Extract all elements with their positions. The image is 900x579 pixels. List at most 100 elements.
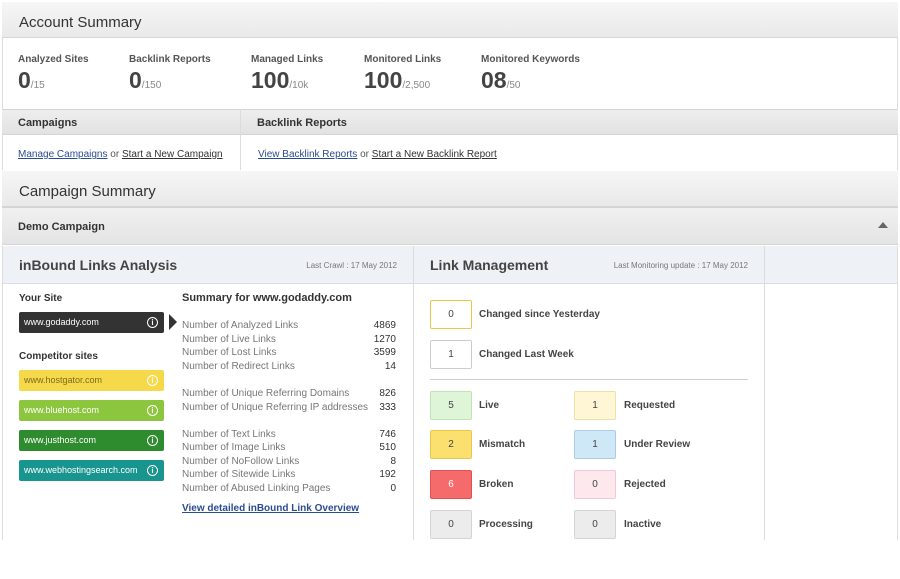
start-backlink-report-link[interactable]: Start a New Backlink Report <box>371 149 497 160</box>
status-box-inactive[interactable]: 0 <box>574 510 616 539</box>
summary-row: Number of Abused Linking Pages 0 <box>182 483 396 496</box>
summary-row: Number of Redirect Links 14 <box>182 361 396 374</box>
row-label: Number of Abused Linking Pages <box>182 483 331 494</box>
info-icon[interactable]: i <box>147 317 158 328</box>
status-label: Processing <box>479 519 533 530</box>
inbound-overview-link[interactable]: View detailed inBound Link Overview <box>182 503 360 514</box>
stat-limit: /50 <box>506 80 521 91</box>
demo-campaign-header[interactable]: Demo Campaign <box>2 207 898 245</box>
status-box-mismatch[interactable]: 2 <box>430 430 472 459</box>
empty-header <box>765 246 897 284</box>
summary-row: Number of NoFollow Links 8 <box>182 456 396 469</box>
backlink-links: View Backlink Reports or Start a New Bac… <box>258 149 497 160</box>
row-value: 510 <box>379 442 396 453</box>
site-name: www.webhostingsearch.com <box>24 465 138 475</box>
status-label: Rejected <box>624 479 666 490</box>
campaign-summary-header: Campaign Summary <box>2 171 898 207</box>
row-label: Number of NoFollow Links <box>182 456 300 467</box>
account-summary-header: Account Summary <box>2 2 898 38</box>
row-label: Number of Image Links <box>182 442 286 453</box>
status-label: Mismatch <box>479 439 526 450</box>
collapse-caret-icon[interactable] <box>878 222 888 228</box>
start-campaign-link[interactable]: Start a New Campaign <box>121 149 223 160</box>
status-box-broken[interactable]: 6 <box>430 470 472 499</box>
summary-row: Number of Analyzed Links 4869 <box>182 320 396 333</box>
stat-monitored-links: Monitored Links 100/2,500 <box>364 54 441 99</box>
stat-monitored-keywords: Monitored Keywords 08/50 <box>481 54 580 99</box>
stat-managed-links: Managed Links 100/10k <box>251 54 323 99</box>
stat-limit: /15 <box>30 80 45 91</box>
summary-title: Summary for www.godaddy.com <box>182 292 352 304</box>
pointer-arrow-icon <box>169 314 177 330</box>
or-text: or <box>110 149 120 160</box>
summary-row: Number of Image Links 510 <box>182 442 396 455</box>
info-icon[interactable]: i <box>147 435 158 446</box>
changed-yesterday-box[interactable]: 0 <box>430 300 472 329</box>
status-box-rejected[interactable]: 0 <box>574 470 616 499</box>
manage-campaigns-link[interactable]: Manage Campaigns <box>18 149 108 160</box>
status-label: Inactive <box>624 519 662 530</box>
status-box-requested[interactable]: 1 <box>574 391 616 420</box>
status-box-processing[interactable]: 0 <box>430 510 472 539</box>
divider <box>413 246 414 540</box>
info-icon[interactable]: i <box>147 375 158 386</box>
status-label: Under Review <box>624 439 691 450</box>
row-value: 8 <box>390 456 396 467</box>
row-value: 746 <box>379 429 396 440</box>
stat-value: 0 <box>18 67 31 93</box>
last-crawl: Last Crawl : 17 May 2012 <box>306 261 397 270</box>
info-icon[interactable]: i <box>147 465 158 476</box>
campaign-name: Demo Campaign <box>18 221 105 233</box>
row-label: Number of Analyzed Links <box>182 320 299 331</box>
row-value: 826 <box>379 388 396 399</box>
competitor-label: Competitor sites <box>19 351 98 362</box>
row-value: 3599 <box>373 347 396 358</box>
account-summary-title: Account Summary <box>19 14 142 31</box>
your-site-label: Your Site <box>19 293 63 304</box>
info-icon[interactable]: i <box>147 405 158 416</box>
link-management-title: Link Management <box>430 257 549 273</box>
stat-value: 08 <box>481 67 507 93</box>
stat-label: Analyzed Sites <box>18 54 89 65</box>
competitor-button[interactable]: www.hostgator.com i <box>19 370 164 391</box>
campaign-summary-title: Campaign Summary <box>19 183 156 200</box>
changed-week-label: Changed Last Week <box>479 349 574 360</box>
site-name: www.bluehost.com <box>24 405 100 415</box>
campaigns-title: Campaigns <box>18 117 78 129</box>
divider <box>764 246 765 540</box>
your-site-button[interactable]: www.godaddy.com i <box>19 312 164 333</box>
stat-backlink-reports: Backlink Reports 0/150 <box>129 54 211 99</box>
changed-yesterday-label: Changed since Yesterday <box>479 309 600 320</box>
stat-limit: /150 <box>141 80 162 91</box>
backlink-reports-title: Backlink Reports <box>257 117 347 129</box>
competitor-button[interactable]: www.webhostingsearch.com i <box>19 460 164 481</box>
stat-limit: /2,500 <box>402 80 431 91</box>
row-label: Number of Lost Links <box>182 347 277 358</box>
stat-label: Monitored Keywords <box>481 54 580 65</box>
summary-row: Number of Unique Referring IP addresses 3… <box>182 402 396 415</box>
campaign-links: Manage Campaigns or Start a New Campaign <box>18 149 223 160</box>
divider <box>240 109 241 170</box>
stat-value: 100 <box>364 67 403 93</box>
competitor-button[interactable]: www.bluehost.com i <box>19 400 164 421</box>
row-value: 4869 <box>373 320 396 331</box>
row-value: 192 <box>379 469 396 480</box>
view-backlink-reports-link[interactable]: View Backlink Reports <box>258 149 358 160</box>
competitor-button[interactable]: www.justhost.com i <box>19 430 164 451</box>
divider <box>430 379 748 380</box>
row-value: 1270 <box>373 334 396 345</box>
or-text: or <box>360 149 369 160</box>
stat-value: 0 <box>129 67 142 93</box>
summary-row: Number of Unique Referring Domains 826 <box>182 388 396 401</box>
row-value: 333 <box>379 402 396 413</box>
changed-week-box[interactable]: 1 <box>430 340 472 369</box>
summary-row: Number of Live Links 1270 <box>182 334 396 347</box>
status-box-live[interactable]: 5 <box>430 391 472 420</box>
status-box-under-review[interactable]: 1 <box>574 430 616 459</box>
row-label: Number of Unique Referring Domains <box>182 388 350 399</box>
site-name: www.hostgator.com <box>24 375 103 385</box>
status-label: Broken <box>479 479 514 490</box>
row-value: 14 <box>384 361 396 372</box>
backlink-reports-subheader: Backlink Reports <box>241 109 898 135</box>
row-label: Number of Sitewide Links <box>182 469 296 480</box>
